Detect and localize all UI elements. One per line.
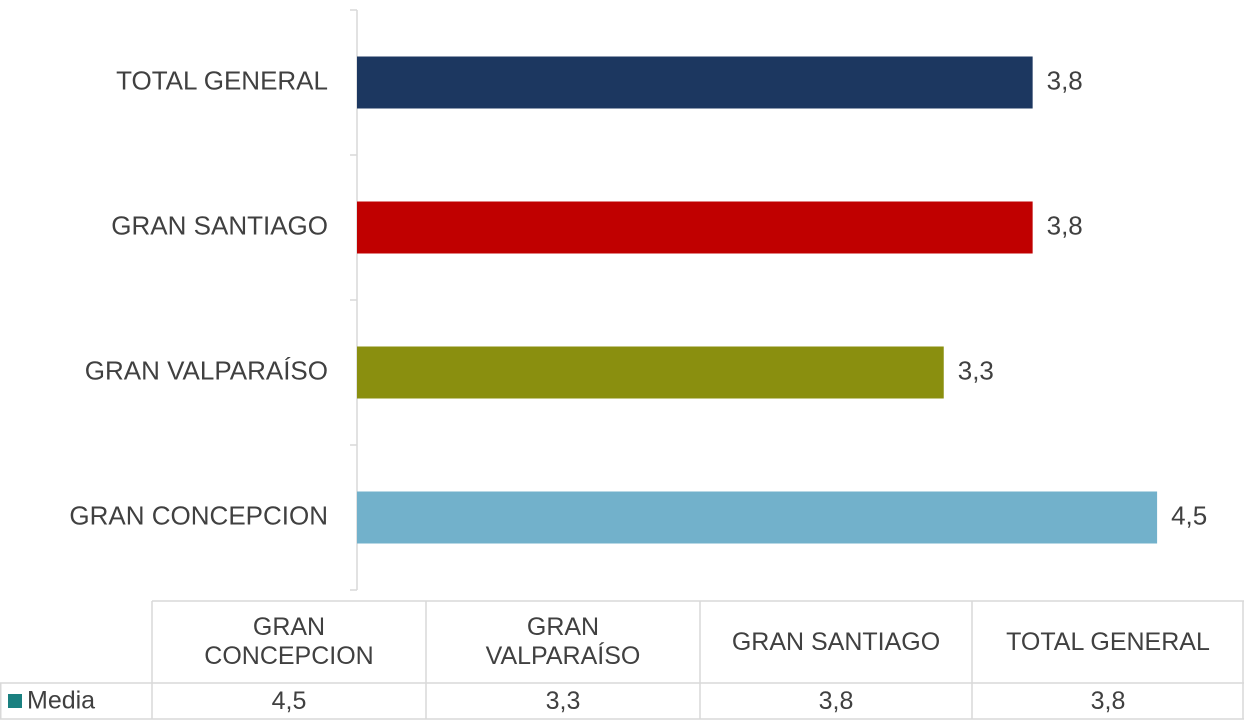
bar: [357, 201, 1033, 254]
legend-swatch: [8, 694, 22, 708]
category-label: GRAN CONCEPCION: [69, 500, 328, 530]
value-label: 4,5: [1171, 500, 1207, 530]
category-label: TOTAL GENERAL: [116, 65, 328, 95]
legend-label: Media: [27, 687, 95, 715]
table-value: 3,3: [545, 686, 581, 715]
bar: [357, 491, 1158, 544]
table-value: 3,8: [1090, 686, 1126, 715]
category-label: GRAN SANTIAGO: [111, 210, 328, 240]
table-value: 4,5: [271, 686, 307, 715]
table-header: TOTAL GENERAL: [1006, 627, 1210, 656]
value-label: 3,3: [958, 355, 994, 385]
table-value: 3,8: [818, 686, 854, 715]
table-header: GRAN VALPARAÍSO: [485, 613, 641, 670]
value-label: 3,8: [1047, 210, 1083, 240]
bar: [357, 346, 944, 399]
bar: [357, 56, 1033, 109]
value-label: 3,8: [1047, 65, 1083, 95]
table-header: GRAN CONCEPCION: [204, 613, 374, 670]
category-label: GRAN VALPARAÍSO: [85, 355, 328, 385]
table-header: GRAN SANTIAGO: [731, 627, 941, 656]
